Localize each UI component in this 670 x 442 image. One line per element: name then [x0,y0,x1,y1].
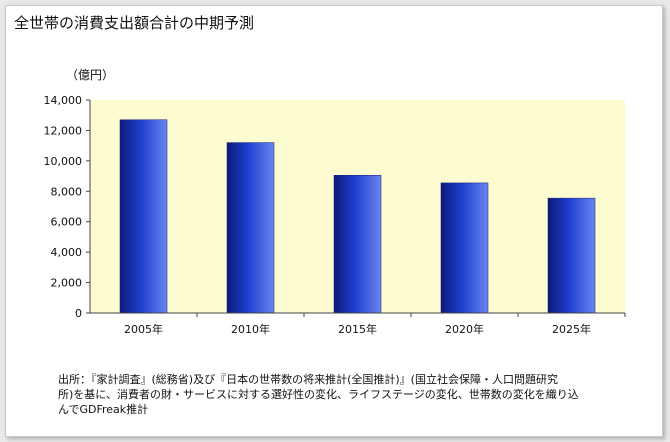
bar-2020年 [440,182,489,314]
y-tick-label: 4,000 [51,246,83,259]
bar-2025年 [547,197,596,314]
y-tick-label: 10,000 [44,155,83,168]
bar-2010年 [226,142,275,314]
x-tick-label: 2020年 [445,322,484,336]
y-tick-label: 2,000 [51,277,83,290]
source-note: 出所：『家計調査』(総務省)及び『日本の世帯数の将来推計(全国推計)』(国立社会… [58,372,618,417]
y-tick-label: 12,000 [44,124,83,137]
y-axis-unit-label: （億円） [66,68,115,82]
source-line: 所)を基に、消費者の財・サービスに対する選好性の変化、ライフステージの変化、世帯… [58,388,579,401]
source-line: んでGDFreak推計 [58,403,149,416]
x-tick-label: 2015年 [338,322,377,336]
bar-2015年 [333,175,382,314]
chart-title: 全世帯の消費支出額合計の中期予測 [14,14,255,32]
x-tick-label: 2005年 [124,322,163,336]
x-tick-label: 2025年 [552,322,591,336]
y-tick-label: 6,000 [51,216,83,229]
y-tick-label: 0 [75,307,82,320]
y-tick-label: 8,000 [51,185,83,198]
bar-2005年 [119,119,168,314]
source-line: 出所：『家計調査』(総務省)及び『日本の世帯数の将来推計(全国推計)』(国立社会… [58,373,558,386]
y-tick-label: 14,000 [44,94,83,107]
x-tick-label: 2010年 [231,322,270,336]
